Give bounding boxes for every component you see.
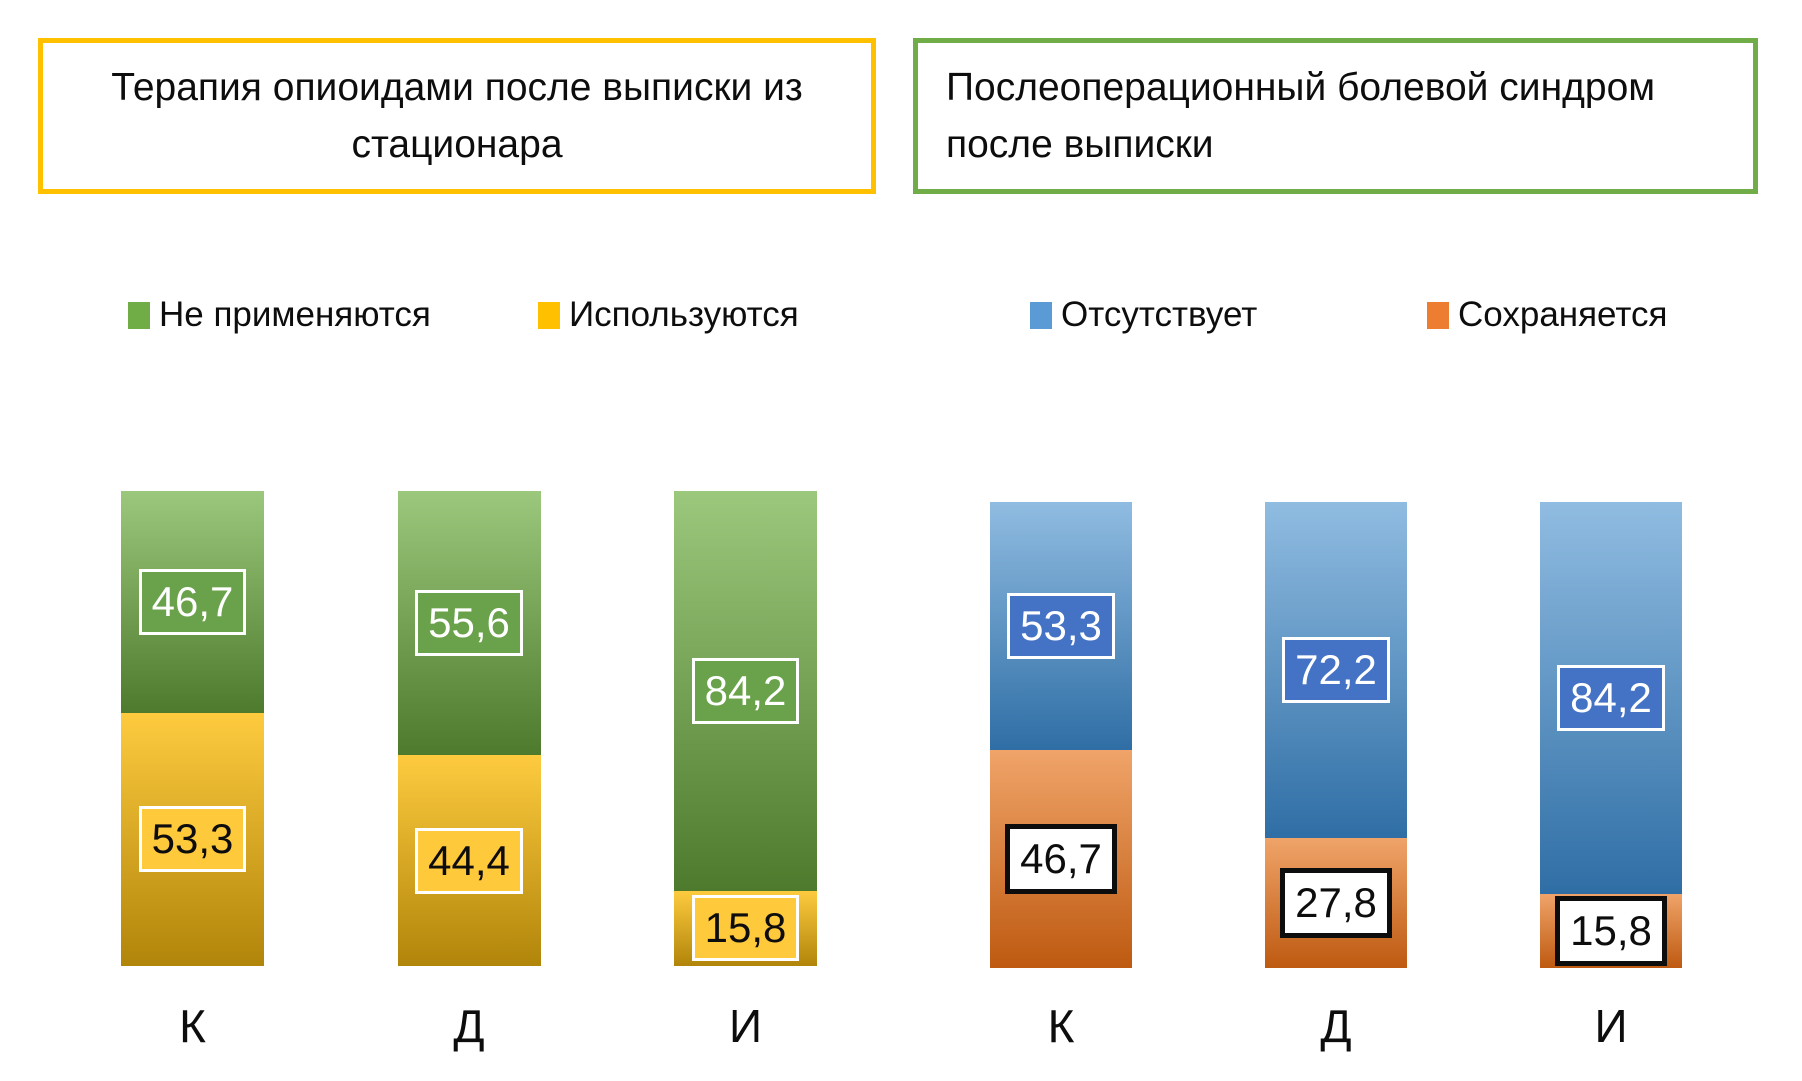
category-label: И <box>728 1000 763 1052</box>
bar-segment: 53,3 <box>990 502 1132 751</box>
data-label: 27,8 <box>1280 868 1392 939</box>
category-label: К <box>1047 1000 1075 1052</box>
data-label: 15,8 <box>1555 896 1667 967</box>
bar-segment: 46,7 <box>121 491 264 713</box>
stacked-bar: 72,2 27,8 <box>1265 502 1407 968</box>
legend-swatch-icon <box>1030 301 1052 329</box>
legend-swatch-icon <box>128 301 150 329</box>
left-chart-title: Терапия опиоидами после выписки из стаци… <box>111 66 803 166</box>
bar-segment: 27,8 <box>1265 838 1407 968</box>
data-label: 84,2 <box>691 657 800 724</box>
legend-label: Не применяются <box>159 295 431 334</box>
bar-segment: 15,8 <box>1540 894 1682 968</box>
bar-slot: 72,2 27,8 Д <box>1265 502 1407 1050</box>
bar-segment: 72,2 <box>1265 502 1407 839</box>
bar-segment: 55,6 <box>397 491 541 756</box>
data-label: 44,4 <box>415 827 523 894</box>
category-label: И <box>1594 1000 1628 1052</box>
legend-item: Используются <box>538 295 799 335</box>
right-chart-title: Послеоперационный болевой синдром после … <box>946 66 1656 166</box>
bar-segment: 15,8 <box>674 890 817 966</box>
legend-label: Отсутствует <box>1061 295 1258 334</box>
legend-item: Отсутствует <box>1030 295 1257 335</box>
data-label: 72,2 <box>1282 637 1390 704</box>
legend-swatch-icon <box>1427 301 1449 329</box>
data-label: 15,8 <box>691 895 800 962</box>
legend-item: Сохраняется <box>1427 295 1667 335</box>
legend-label: Сохраняется <box>1458 295 1668 334</box>
stacked-bar: 46,7 53,3 <box>121 491 264 966</box>
bar-slot: 55,6 44,4 Д <box>397 491 541 1052</box>
data-label: 84,2 <box>1557 665 1665 732</box>
stacked-bar: 84,2 15,8 <box>674 491 817 966</box>
pain-syndrome-chart: 53,3 46,7 К 72,2 27,8 Д 84,2 15,8 И <box>990 502 1682 1050</box>
bar-segment: 84,2 <box>674 491 817 891</box>
legend-label: Используются <box>569 295 799 334</box>
stacked-bar: 84,2 15,8 <box>1540 502 1682 968</box>
data-label: 46,7 <box>138 568 247 635</box>
category-label: Д <box>1320 1000 1352 1052</box>
bar-slot: 46,7 53,3 К <box>121 491 264 1050</box>
bar-slot: 84,2 15,8 И <box>1540 502 1682 1050</box>
opioid-therapy-chart: 46,7 53,3 К 55,6 44,4 Д 84,2 15,8 И <box>121 491 817 1050</box>
bar-segment: 53,3 <box>121 712 264 966</box>
bar-slot: 53,3 46,7 К <box>990 502 1132 1050</box>
data-label: 53,3 <box>1007 593 1115 660</box>
bar-slot: 84,2 15,8 И <box>674 491 817 1050</box>
legend-swatch-icon <box>538 301 560 329</box>
legend-item: Не применяются <box>128 295 431 335</box>
category-label: К <box>179 1000 206 1052</box>
stacked-bar: 55,6 44,4 <box>397 491 541 966</box>
bar-segment: 84,2 <box>1540 502 1682 895</box>
data-label: 53,3 <box>138 806 247 873</box>
bar-segment: 46,7 <box>990 750 1132 968</box>
stacked-bar: 53,3 46,7 <box>990 502 1132 968</box>
category-label: Д <box>453 1000 485 1052</box>
right-chart-title-box: Послеоперационный болевой синдром после … <box>913 38 1758 194</box>
bar-segment: 44,4 <box>397 755 541 966</box>
data-label: 46,7 <box>1005 824 1117 895</box>
data-label: 55,6 <box>415 590 523 657</box>
left-chart-title-box: Терапия опиоидами после выписки из стаци… <box>38 38 876 194</box>
